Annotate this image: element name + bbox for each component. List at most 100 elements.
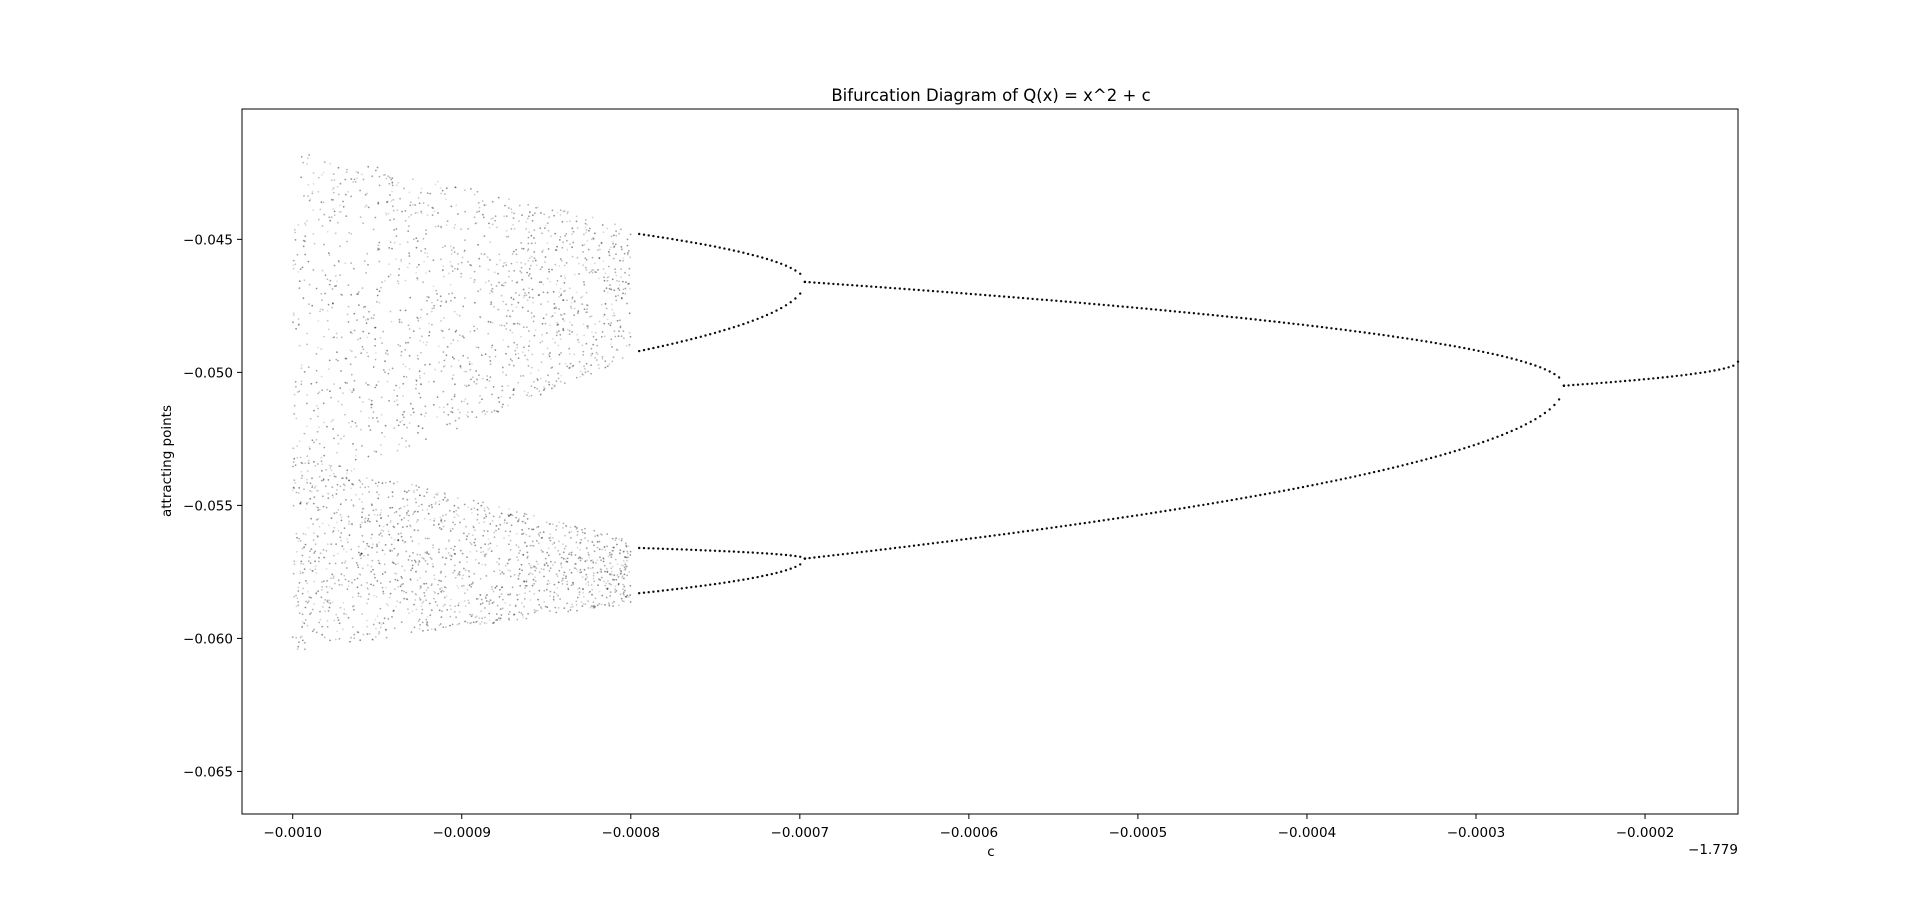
chaotic-point	[596, 353, 599, 356]
chaotic-point	[352, 504, 355, 507]
chaotic-point	[554, 384, 556, 387]
chaotic-point	[547, 374, 549, 377]
chaotic-point	[568, 287, 571, 290]
chaotic-point	[509, 604, 511, 606]
chaotic-point	[317, 509, 320, 512]
chaotic-point	[335, 521, 338, 524]
chaotic-point	[469, 541, 472, 544]
chaotic-point	[566, 248, 569, 251]
chaotic-point	[608, 252, 611, 255]
chaotic-point	[427, 204, 430, 207]
chaotic-point	[521, 306, 524, 309]
chaotic-point	[491, 291, 494, 293]
y-axis-label: attracting points	[159, 405, 175, 517]
chaotic-point	[550, 235, 552, 238]
chaotic-point	[533, 609, 536, 611]
chaotic-point	[505, 374, 508, 376]
chaotic-point	[628, 571, 631, 573]
chaotic-point	[548, 355, 551, 358]
chaotic-point	[309, 568, 311, 571]
chaotic-point	[303, 622, 306, 625]
chaotic-point	[297, 492, 300, 494]
chaotic-point	[335, 332, 338, 335]
chaotic-point	[591, 588, 594, 591]
branch-point	[1292, 322, 1295, 325]
chaotic-point	[440, 520, 442, 522]
chaotic-point	[449, 527, 452, 530]
chaotic-point	[467, 415, 469, 418]
chaotic-point	[477, 502, 480, 505]
branch-point	[1595, 382, 1599, 385]
chaotic-point	[302, 532, 305, 535]
chaotic-point	[410, 579, 412, 582]
chaotic-point	[514, 604, 517, 606]
chaotic-point	[534, 569, 537, 572]
chaotic-point	[578, 587, 581, 590]
branch-point	[794, 554, 797, 558]
branch-point	[1590, 382, 1594, 385]
chaotic-point	[440, 192, 443, 195]
branch-point	[1164, 309, 1167, 312]
chaotic-point	[513, 387, 515, 390]
chaotic-point	[307, 459, 310, 462]
chaotic-point	[298, 344, 301, 347]
chaotic-point	[516, 343, 518, 346]
branch-point	[1491, 437, 1494, 440]
chaotic-point	[479, 395, 481, 397]
chaotic-point	[320, 479, 323, 482]
chaotic-point	[424, 363, 426, 366]
chaotic-point	[472, 499, 475, 502]
chaotic-point	[388, 399, 390, 402]
chaotic-point	[466, 402, 469, 405]
chaotic-point	[528, 590, 531, 593]
chaotic-point	[350, 487, 352, 490]
chaotic-point	[427, 629, 429, 632]
chaotic-point	[488, 222, 490, 225]
chaotic-point	[385, 213, 388, 216]
chaotic-point	[564, 289, 567, 292]
branch-point	[1036, 298, 1039, 301]
chaotic-point	[418, 202, 421, 205]
branch-point	[1311, 324, 1314, 328]
chaotic-point	[463, 600, 466, 602]
chaotic-point	[397, 553, 400, 555]
chaotic-point	[592, 562, 595, 564]
chaotic-point	[619, 569, 621, 572]
chaotic-point	[598, 320, 601, 323]
chaotic-point	[410, 631, 413, 633]
chaotic-point	[376, 301, 378, 303]
chaotic-point	[613, 289, 616, 292]
chaotic-point	[299, 456, 302, 459]
chaotic-point	[443, 596, 446, 599]
branch-point	[1472, 444, 1476, 447]
chaotic-point	[436, 604, 439, 607]
chaotic-point	[303, 371, 306, 373]
chaotic-point	[594, 357, 597, 359]
chaotic-point	[556, 331, 558, 334]
chaotic-point	[477, 201, 480, 204]
chaotic-point	[396, 399, 398, 401]
chaotic-point	[602, 557, 605, 560]
chaotic-point	[571, 324, 573, 326]
chaotic-point	[329, 467, 332, 469]
branch-point	[1263, 319, 1267, 322]
branch-point	[889, 547, 892, 550]
branch-point	[742, 251, 745, 254]
chaotic-point	[597, 535, 599, 538]
branch-point	[1444, 452, 1447, 456]
chaotic-point	[574, 525, 576, 528]
branch-point	[1652, 377, 1655, 380]
branch-point	[1088, 521, 1091, 524]
chaotic-point	[375, 627, 377, 630]
chaotic-point	[397, 539, 400, 542]
chaotic-point	[468, 361, 471, 363]
chaotic-point	[419, 377, 421, 379]
chaotic-point	[422, 202, 425, 205]
chaotic-point	[493, 305, 495, 308]
chaotic-point	[534, 580, 536, 582]
chaotic-point	[419, 396, 422, 399]
chaotic-point	[559, 338, 562, 340]
chaotic-point	[366, 542, 369, 545]
chaotic-point	[598, 244, 601, 247]
branch-point	[1135, 514, 1139, 517]
